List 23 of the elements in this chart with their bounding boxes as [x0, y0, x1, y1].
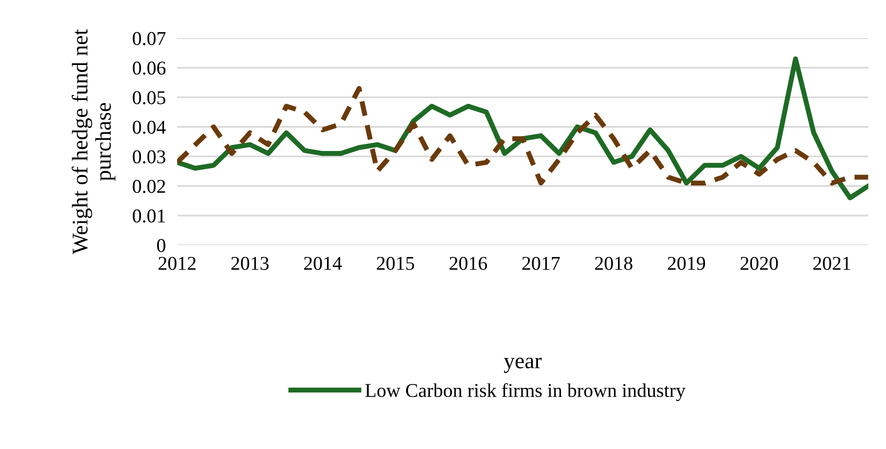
- x-tick-label: 2014: [304, 256, 342, 270]
- y-tick-label: 0.02: [132, 180, 166, 194]
- x-tick-label: 2016: [450, 256, 488, 270]
- y-tick-label: 0.05: [132, 91, 166, 104]
- x-tick-label: 2021: [813, 256, 850, 270]
- y-tick-label: 0.01: [132, 209, 165, 223]
- x-tick-label: 2013: [231, 256, 269, 270]
- line-series: [177, 56, 868, 200]
- y-tick-label: 0.07: [132, 32, 166, 46]
- y-tick-label: 0.04: [132, 120, 166, 134]
- y-tick-label: 0: [157, 238, 166, 252]
- y-tick-label: 0.06: [132, 62, 166, 75]
- x-tick-label: 2017: [522, 256, 560, 270]
- x-axis-title: year: [504, 358, 542, 373]
- x-tick-label: 2019: [668, 256, 706, 270]
- y-axis-title: Weight of hedge fund net purchase: [72, 29, 116, 254]
- line-series: [177, 86, 868, 186]
- y-tick-label: 0.03: [132, 150, 166, 164]
- x-tick-label: 2018: [595, 256, 632, 270]
- x-tick-label: 2020: [740, 256, 778, 270]
- x-tick-label: 2012: [158, 256, 196, 270]
- x-tick-label: 2015: [376, 256, 414, 270]
- legend-label: Low Carbon risk firms in brown industry: [365, 383, 686, 402]
